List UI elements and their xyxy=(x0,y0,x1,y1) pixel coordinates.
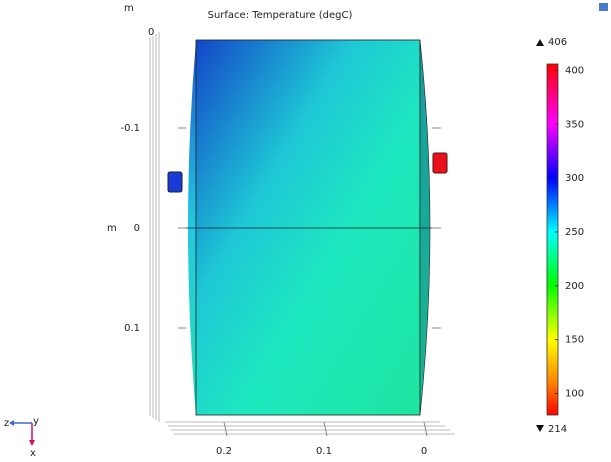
max-label: 406 xyxy=(548,37,567,48)
chart: m m 0 Surface: Temperature (degC) z y x … xyxy=(0,0,611,462)
y-tick-label: 0.1 xyxy=(124,323,140,334)
chart-title: Surface: Temperature (degC) xyxy=(208,10,353,21)
colorbar-tick-label: 200 xyxy=(565,281,584,292)
triad-label: x xyxy=(30,448,36,459)
y-tick-label: -0.1 xyxy=(120,123,140,134)
icon[interactable] xyxy=(599,3,608,11)
min-label: 214 xyxy=(548,424,567,435)
x-tick-label: 0.1 xyxy=(316,446,332,457)
y-unit: m xyxy=(124,3,134,14)
colorbar-tick-label: 350 xyxy=(565,119,584,130)
cylinder xyxy=(168,40,447,415)
colorbar-tick-label: 250 xyxy=(565,227,584,238)
triad xyxy=(9,420,35,446)
min-marker xyxy=(536,425,544,432)
triad-label: y xyxy=(33,416,39,427)
triad-label: z xyxy=(4,418,9,429)
colorbar-tick-label: 400 xyxy=(565,65,584,76)
colorbar-tick-label: 100 xyxy=(565,388,584,399)
y-tick-label: 0 xyxy=(134,223,140,234)
x-tick-label: 0.2 xyxy=(216,446,232,457)
side-unit: m xyxy=(107,223,117,234)
colorbar-tick-label: 300 xyxy=(565,173,584,184)
colorbar xyxy=(547,64,558,415)
colorbar-tick-label: 150 xyxy=(565,335,584,346)
x-tick-label: 0 xyxy=(421,446,427,457)
max-marker xyxy=(536,39,544,46)
z-tick-label: 0 xyxy=(148,27,154,38)
